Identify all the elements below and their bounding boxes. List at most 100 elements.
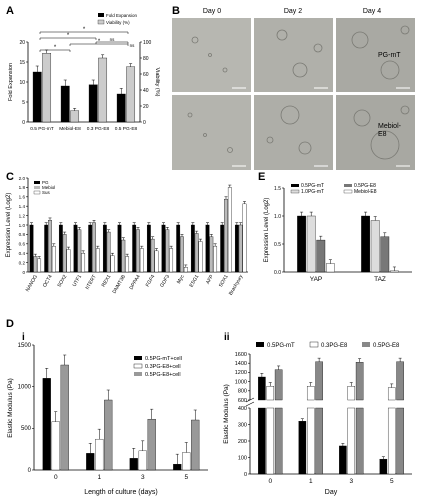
panel-dii-xtick-label: 5 [390,478,394,485]
micrograph-pgmt-day2 [254,18,333,92]
panel-a-ytick-label: 15 [19,60,25,66]
panel-e-ylabel: Expression Level (Log2) [264,198,270,263]
panel-c-bar-pg-utf1 [73,224,78,273]
panel-c-xtick-label: DNMT3B [112,273,128,294]
panel-di-bar-0-5pg-e8-cell-5 [191,419,200,471]
panel-e-bar-1-0pg-mt-yap [306,215,316,273]
panel-a-y2tick-label: 0 [143,120,146,126]
panel-e-xtick-label: TAZ [374,276,386,283]
panel-c-xtick-label: UTF1 [72,274,84,288]
panel-di-xtick-label: 1 [97,474,101,481]
panel-label-e: E [258,171,265,183]
panel-a-legend-viability: Viability (%) [106,20,130,25]
panel-dii-ytick-label: 1200 [235,370,247,376]
panel-c-bar-sus-rex1 [110,255,115,273]
panel-a-chart: 0 5 10 15 20 0 20 40 60 80 100 0.5 PG-mT Mebiol-E8… [8,13,160,132]
panel-label-c: C [6,171,14,183]
panel-c-bar-sus-oct4 [51,245,56,273]
panel-c-xtick-label: REX1 [101,274,113,289]
panel-b-col-day2: Day 2 [284,8,302,15]
panel-c-ytick-label: 1.4 [19,204,26,209]
panel-dii-bar-0-5pg-mt-day-3 [339,445,347,475]
panel-dii-bar-0-5pg-e8-day-0-lower [274,407,283,475]
panel-c-xtick-label: ESG1 [189,274,201,289]
panel-dii-ytick-label: 1400 [235,361,247,367]
panel-e-bar-0-5pg-mt-yap [297,215,306,273]
panel-di-legend-2: 0.3PG-E8+cell [145,364,181,370]
panel-di-bar-0-3pg-e8-cell-5 [182,452,191,471]
panel-c-bar-sus-sox1 [227,187,232,273]
panel-c-bar-mebiol-dnmt3b [121,239,126,273]
panel-dii-xtick-label: 0 [268,478,272,485]
panel-c-xtick-label: Myc [176,274,186,285]
panel-dii-bar-0-5pg-mt-day-1 [298,421,307,475]
panel-dii-ylabel: Elastic Modulus (Pa) [223,384,230,444]
panel-a-ytick-label: 5 [22,100,25,106]
panel-a-xtick-label: 0.5 PG-E8 [115,126,138,132]
micrograph-mebiol-day2 [254,95,333,170]
panel-b-row-mebiol: Mebiol-E8 [378,123,402,138]
panel-dii-ytick-label: 600 [238,398,247,404]
panel-dii-bar-0-5pg-mt-day-0 [258,376,266,401]
panel-c-bar-pg-esg1 [190,224,195,273]
panel-c-bar-mebiol-myc [180,236,184,273]
panel-di-xlabel: Length of culture (days) [84,489,158,496]
panel-a-xtick-label: 0.3 PG-E8 [87,126,110,132]
panel-c-bar-mebiol-htert [92,222,96,273]
panel-dii-legend-2: 0.3PG-E8 [321,343,348,349]
panel-c-bar-sus-htert [95,248,100,273]
panel-c-bar-pg-dnmt3b [117,224,122,273]
panel-a-y2tick-label: 20 [143,104,149,110]
panel-c-chart: 0 0.2 0.4 0.6 0.8 1.0 1.2 1.4 1.6 1.8 2.0 NANOG OCT… [6,176,248,296]
panel-a-bar-viability-2 [98,57,108,123]
panel-e-xtick-label: YAP [310,276,323,283]
panel-di-legend-1: 0.5PG-mT+cell [145,356,182,362]
panel-di-bar-0-3pg-e8-cell-3 [138,450,147,471]
panel-di-ytick-label: 500 [21,426,32,432]
panel-dii-xtick-label: 1 [309,478,313,485]
panel-e-bar-1-0pg-mt-taz [370,220,380,273]
panel-c-bar-pg-fgf4 [146,224,151,273]
panel-a-bar-viability-3 [126,66,136,123]
panel-c-bar-sus-brachyury [242,203,247,273]
panel-e-bar-0-5pg-mt-taz [361,215,370,273]
panel-e-ytick-label: 1.5 [274,186,281,192]
panel-dii-ytick-label: 1000 [235,379,247,385]
panel-a-sig-4: * [54,45,57,51]
panel-e-legend-3: 0.5PG-E8 [354,183,376,189]
panel-a-ytick-label: 20 [19,40,25,46]
panel-c-xtick-label: GDF3 [159,274,171,289]
panel-a-ytick-label: 0 [22,120,25,126]
panel-c-bar-mebiol-oct4 [48,220,52,273]
panel-c-bar-pg-gdf3 [161,224,166,273]
panel-di-bar-0-5pg-mt-cell-3 [129,458,138,471]
panel-dii-ytick-label: 1600 [235,352,247,358]
panel-a-y2tick-label: 100 [143,40,152,46]
panel-di-xtick-label: 5 [184,474,188,481]
panel-c-bar-sus-gdf3 [169,248,174,273]
micrograph-pgmt-day4 [336,18,415,92]
panel-c-bar-sus-myc [183,267,188,273]
panel-c-xtick-label: NANOG [25,274,39,293]
panel-dii-ytick-label: 300 [238,422,247,428]
panel-dii-bar-0-3pg-e8-day-0 [266,386,275,401]
panel-dii-bar-0-5pg-e8-day-1-lower [315,407,323,475]
panel-a-y2label: Viability (%) [154,68,160,97]
panel-b-row-pgmt: PG-mT [378,52,401,59]
panel-a-xtick-label: 0.5 PG-mT [30,126,54,132]
panel-c-legend-mebiol: Mebiol [42,185,55,190]
panel-c-bar-sus-utf1 [81,253,86,273]
panel-c-bar-mebiol-esg1 [194,233,199,273]
panel-dii-bar-0-5pg-mt-day-5 [379,458,388,475]
panel-c-xtick-label: SOX1 [218,274,230,289]
panel-c-bar-pg-brachyury [234,224,239,273]
panel-c-ytick-label: 0.4 [19,251,26,256]
panel-di-xtick-label: 3 [141,474,145,481]
panel-c-ytick-label: 1.6 [19,195,26,200]
panel-a-sig-2: * [67,33,70,39]
panel-c-bar-sus-afp [213,245,218,273]
panel-a-y2tick-label: 60 [143,72,149,78]
panel-di-ylabel: Elastic Modulus (Pa) [7,378,14,438]
panel-dii-ytick-label: 100 [238,455,247,461]
